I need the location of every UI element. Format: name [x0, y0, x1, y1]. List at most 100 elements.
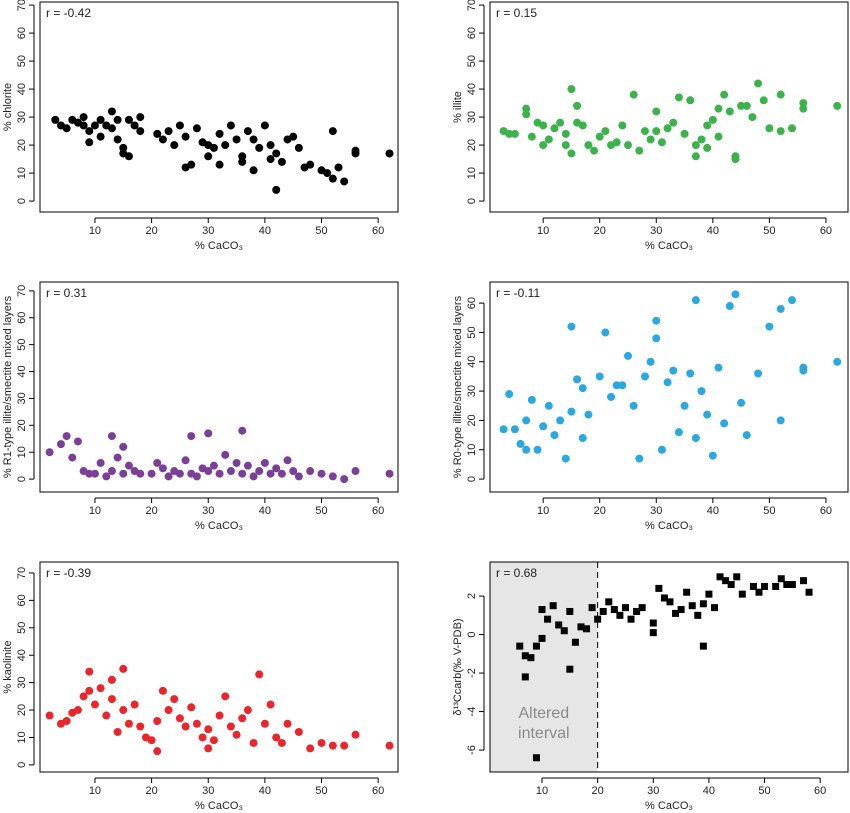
point	[646, 357, 655, 366]
point	[521, 673, 529, 681]
y-tick-label: 60	[466, 27, 478, 39]
y-tick-label: -6	[466, 745, 478, 755]
point	[652, 316, 661, 325]
point	[652, 127, 661, 136]
point	[601, 328, 610, 337]
point	[136, 113, 145, 122]
point	[124, 461, 133, 470]
point	[699, 642, 707, 650]
point	[102, 472, 111, 481]
point	[107, 124, 116, 133]
point	[652, 107, 661, 116]
point	[777, 575, 785, 583]
point	[627, 615, 635, 623]
point	[527, 654, 535, 662]
point	[113, 727, 122, 736]
point	[306, 160, 315, 169]
point	[51, 115, 60, 124]
point	[714, 104, 723, 113]
point	[561, 129, 570, 138]
point	[754, 79, 763, 88]
point	[722, 577, 730, 585]
point	[204, 152, 213, 161]
x-tick-label: 20	[145, 225, 157, 237]
point	[522, 416, 531, 425]
point	[306, 744, 315, 753]
x-tick-label: 10	[89, 225, 101, 237]
point	[62, 432, 71, 441]
point	[776, 127, 785, 136]
point	[340, 741, 349, 750]
point	[113, 135, 122, 144]
point	[556, 118, 565, 127]
point	[633, 607, 641, 615]
point	[266, 469, 275, 478]
point	[539, 121, 548, 130]
point	[532, 642, 540, 650]
point	[317, 738, 326, 747]
point	[567, 85, 576, 94]
y-tick-label: 70	[16, 0, 28, 11]
point	[694, 611, 702, 619]
point	[107, 695, 116, 704]
point	[192, 719, 201, 728]
point	[107, 467, 116, 476]
point	[699, 600, 707, 608]
point	[289, 132, 298, 141]
point	[550, 124, 559, 133]
y-tick-label: 0	[466, 632, 478, 638]
point	[805, 588, 813, 596]
point	[56, 440, 65, 449]
point	[635, 146, 644, 155]
point	[158, 135, 167, 144]
x-tick-label: 20	[145, 785, 157, 797]
point	[677, 606, 685, 614]
x-tick-label: 20	[594, 505, 606, 517]
point	[340, 475, 349, 484]
point	[238, 714, 247, 723]
point	[649, 619, 657, 627]
x-tick-label: 60	[814, 785, 826, 797]
point	[516, 642, 524, 650]
point	[170, 695, 179, 704]
point	[521, 652, 529, 660]
y-tick-label: 20	[16, 704, 28, 716]
x-axis-label: % CaCO₃	[645, 240, 693, 252]
plot-frame	[39, 281, 399, 493]
plot-frame	[489, 561, 849, 773]
point	[748, 113, 757, 122]
point	[272, 149, 281, 158]
point	[510, 425, 519, 434]
x-tick-label: 40	[707, 225, 719, 237]
point	[725, 107, 734, 116]
plot-frame	[39, 1, 399, 213]
point	[635, 454, 644, 463]
x-tick-label: 60	[820, 505, 832, 517]
highlight-label: Altered	[518, 705, 569, 722]
point	[674, 93, 683, 102]
y-tick-label: 2	[466, 593, 478, 599]
point	[164, 472, 173, 481]
point	[79, 121, 88, 130]
point	[742, 431, 751, 440]
point	[226, 722, 235, 731]
point	[147, 736, 156, 745]
point	[119, 442, 128, 451]
y-axis-label: % chlorite	[2, 83, 14, 131]
point	[147, 469, 156, 478]
point	[561, 454, 570, 463]
point	[590, 146, 599, 155]
x-tick-label: 30	[647, 785, 659, 797]
point	[153, 458, 162, 467]
y-tick-label: 30	[16, 111, 28, 123]
point	[697, 387, 706, 396]
point	[232, 458, 241, 467]
y-tick-label: 30	[466, 385, 478, 397]
point	[119, 706, 128, 715]
point	[737, 101, 746, 110]
point	[198, 733, 207, 742]
point	[669, 118, 678, 127]
point	[567, 407, 576, 416]
y-tick-label: 60	[16, 594, 28, 606]
point	[226, 121, 235, 130]
